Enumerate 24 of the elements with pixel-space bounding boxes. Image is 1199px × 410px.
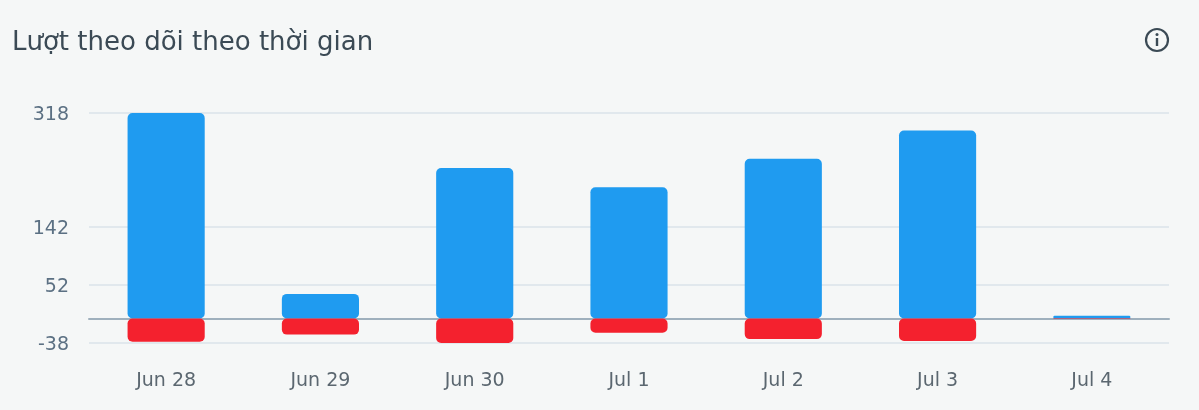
x-tick-label: Jul 3 <box>916 367 959 390</box>
bar <box>899 130 977 319</box>
bar <box>281 318 359 335</box>
y-tick-label: 142 <box>32 215 69 238</box>
bar <box>436 318 514 343</box>
bar <box>590 318 668 333</box>
y-tick-label: -38 <box>37 332 69 354</box>
y-tick-label: 52 <box>44 273 69 296</box>
bar <box>744 158 822 319</box>
chart-title: Lượt theo dõi theo thời gian <box>12 26 374 56</box>
bar <box>436 167 514 319</box>
x-tick-label: Jun 28 <box>135 367 197 390</box>
x-tick-label: Jul 4 <box>1070 367 1113 390</box>
x-tick-label: Jun 30 <box>443 367 505 390</box>
bar <box>281 293 359 319</box>
x-tick-label: Jul 2 <box>761 367 804 390</box>
bar <box>899 318 977 342</box>
x-tick-label: Jun 29 <box>289 367 351 390</box>
y-tick-label: 318 <box>32 102 69 124</box>
x-tick-label: Jul 1 <box>607 367 650 390</box>
bar <box>127 318 205 342</box>
bar <box>590 187 668 319</box>
bar <box>127 113 205 319</box>
bar <box>744 318 822 340</box>
